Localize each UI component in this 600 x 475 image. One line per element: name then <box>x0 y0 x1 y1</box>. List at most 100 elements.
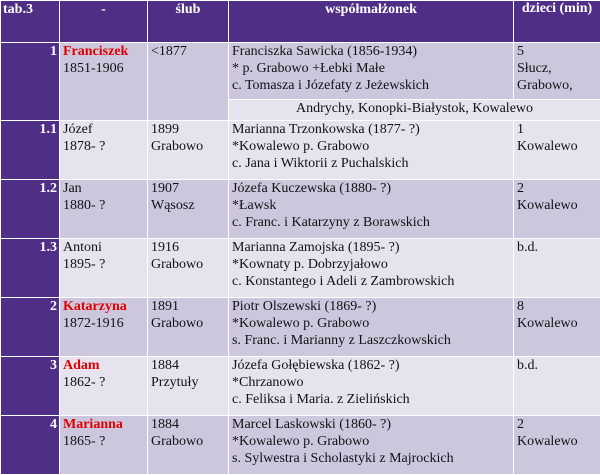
children-count: 5 <box>517 43 597 60</box>
person-dates: 1895- ? <box>63 256 144 273</box>
spouse-cell: Franciszka Sawicka (1856-1934)* p. Grabo… <box>229 43 514 100</box>
children-place: Kowalewo <box>517 197 597 214</box>
children-cell: b.d. <box>514 239 600 298</box>
wedding-year: <1877 <box>151 43 225 60</box>
wedding-place: Grabowo <box>151 315 225 332</box>
wedding-place: Grabowo <box>151 138 225 155</box>
header-spouse: współmałżonek <box>229 1 514 43</box>
spouse-line: *Kowalewo p. Grabowo <box>232 315 510 332</box>
children-places-continuation: Andrychy, Konopki-Białystok, Kowalewo <box>229 100 600 121</box>
wedding-cell: <1877 <box>148 43 229 121</box>
header-children: dzieci (min) <box>514 1 600 43</box>
header-nr: tab.3 <box>1 1 60 43</box>
children-count: 1 <box>517 121 597 138</box>
spouse-line: *Kowalewo p. Grabowo <box>232 138 510 155</box>
spouse-line: Józefa Gołębiewska (1862- ?) <box>232 357 510 374</box>
person-dates: 1872-1916 <box>63 315 144 332</box>
spouse-line: *Kownaty p. Dobrzyjałowo <box>232 256 510 273</box>
spouse-line: *Chrzanowo <box>232 374 510 391</box>
header-wedding: ślub <box>148 1 229 43</box>
spouse-cell: Marcel Laskowski (1860- ?)*Kowalewo p. G… <box>229 416 514 475</box>
wedding-year: 1916 <box>151 239 225 256</box>
wedding-place: Przytuły <box>151 374 225 391</box>
spouse-line: c. Feliksa i Maria. z Zielińskich <box>232 391 510 408</box>
person-dates: 1878- ? <box>63 138 144 155</box>
person-name: Antoni <box>63 239 144 256</box>
spouse-line: c. Tomasza i Józefaty z Jeżewskich <box>232 77 510 94</box>
wedding-year: 1899 <box>151 121 225 138</box>
person-dates: 1880- ? <box>63 197 144 214</box>
wedding-place: Grabowo <box>151 433 225 450</box>
wedding-place: Wąsosz <box>151 197 225 214</box>
row-number: 2 <box>1 298 60 357</box>
person-name: Katarzyna <box>63 298 144 315</box>
wedding-place: Grabowo <box>151 256 225 273</box>
row-number: 1.3 <box>1 239 60 298</box>
children-count: 2 <box>517 180 597 197</box>
header-row: tab.3 - ślub współmałżonek dzieci (min) <box>1 1 600 43</box>
spouse-line: Marianna Trzonkowska (1877- ?) <box>232 121 510 138</box>
spouse-line: Franciszka Sawicka (1856-1934) <box>232 43 510 60</box>
wedding-year: 1884 <box>151 357 225 374</box>
children-place: Słucz, <box>517 60 597 77</box>
spouse-line: *Kowalewo p. Grabowo <box>232 433 510 450</box>
person-name: Józef <box>63 121 144 138</box>
row-number: 1.2 <box>1 180 60 239</box>
children-place: Grabowo, <box>517 77 597 94</box>
wedding-year: 1884 <box>151 416 225 433</box>
spouse-line: c. Konstantego i Adeli z Zambrowskich <box>232 273 510 290</box>
row-number: 1.1 <box>1 121 60 180</box>
children-count: 8 <box>517 298 597 315</box>
person-name: Jan <box>63 180 144 197</box>
spouse-line: c. Jana i Wiktorii z Puchalskich <box>232 155 510 172</box>
spouse-line: s. Franc. i Marianny z Laszczkowskich <box>232 332 510 349</box>
children-place: Kowalewo <box>517 138 597 155</box>
row-number: 1 <box>1 43 60 121</box>
row-number: 4 <box>1 416 60 475</box>
children-count: 2 <box>517 416 597 433</box>
children-cell: b.d. <box>514 357 600 416</box>
children-place: Kowalewo <box>517 433 597 450</box>
person-name: Franciszek <box>63 43 144 60</box>
children-count: b.d. <box>517 357 597 374</box>
spouse-line: s. Sylwestra i Scholastyki z Majrockich <box>232 450 510 467</box>
spouse-cell: Marianna Trzonkowska (1877- ?)*Kowalewo … <box>229 121 514 180</box>
spouse-cell: Marianna Zamojska (1895- ?)*Kownaty p. D… <box>229 239 514 298</box>
spouse-line: Józefa Kuczewska (1880- ?) <box>232 180 510 197</box>
header-name: - <box>60 1 148 43</box>
spouse-line: Marianna Zamojska (1895- ?) <box>232 239 510 256</box>
spouse-line: Marcel Laskowski (1860- ?) <box>232 416 510 433</box>
wedding-year: 1891 <box>151 298 225 315</box>
person-dates: 1862- ? <box>63 374 144 391</box>
row-number: 3 <box>1 357 60 416</box>
person-name: Marianna <box>63 416 144 433</box>
person-dates: 1851-1906 <box>63 60 144 77</box>
wedding-year: 1907 <box>151 180 225 197</box>
